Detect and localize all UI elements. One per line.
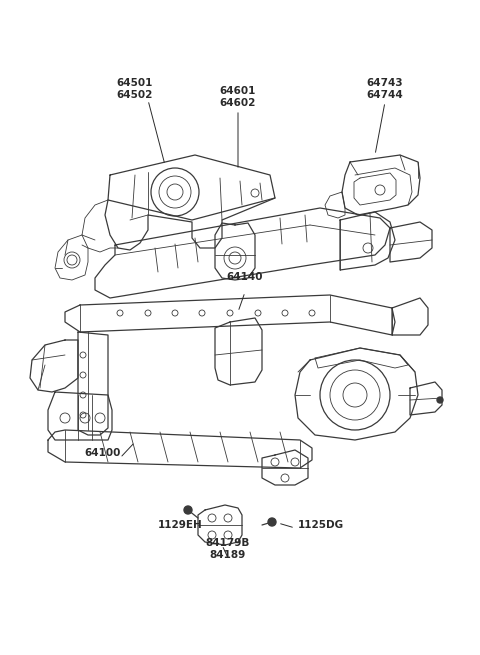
- Text: 64140: 64140: [227, 272, 263, 282]
- Text: 64601
64602: 64601 64602: [220, 86, 256, 108]
- Text: 64100: 64100: [85, 448, 121, 458]
- Text: 64743
64744: 64743 64744: [367, 79, 403, 100]
- Circle shape: [184, 506, 192, 514]
- Text: 84179B
84189: 84179B 84189: [206, 538, 250, 560]
- Circle shape: [268, 518, 276, 526]
- Text: 1125DG: 1125DG: [298, 520, 344, 530]
- Text: 64501
64502: 64501 64502: [117, 79, 153, 100]
- Circle shape: [437, 397, 443, 403]
- Text: 1129EH: 1129EH: [157, 520, 203, 530]
